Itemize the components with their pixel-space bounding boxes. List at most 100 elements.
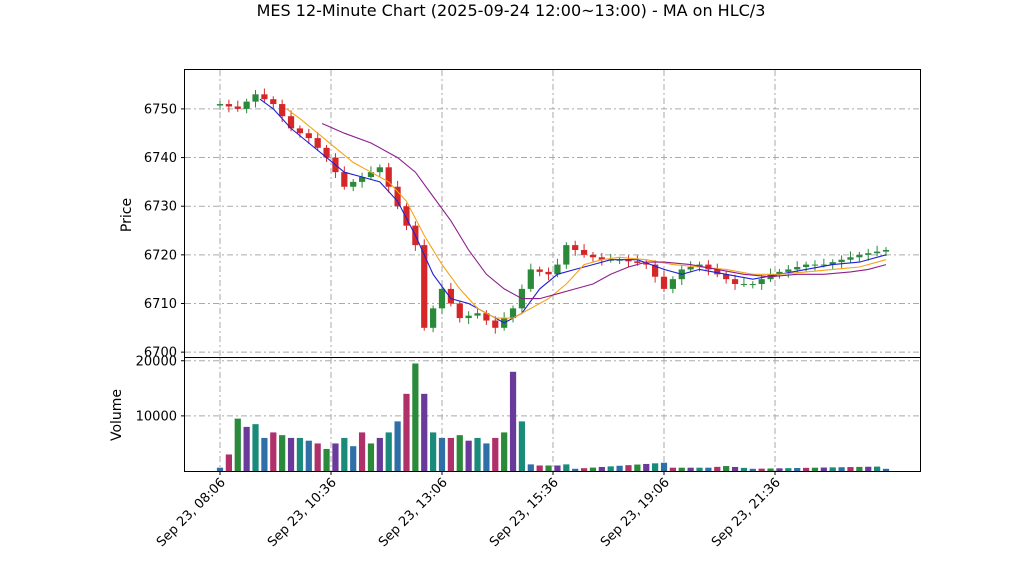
volume-bar — [820, 467, 827, 471]
candle-body — [598, 257, 605, 260]
volume-tick-label: 10000 — [136, 409, 177, 424]
candle-body — [279, 104, 286, 117]
candle-body — [527, 269, 534, 289]
candle-body — [811, 264, 819, 266]
candle-body — [287, 116, 295, 129]
volume-bar — [829, 467, 836, 471]
price-tick-label: 6730 — [144, 200, 177, 215]
volume-bar — [403, 393, 410, 471]
volume-bar — [367, 443, 375, 471]
candle-body — [731, 279, 739, 285]
volume-bar — [394, 421, 401, 471]
volume-axis-ticks: 10000 20000 — [136, 354, 185, 424]
volume-bar — [279, 435, 286, 471]
volume-bar — [483, 443, 490, 471]
volume-bar — [456, 435, 463, 471]
price-grid — [185, 70, 920, 357]
candle-body — [509, 308, 517, 319]
volume-bar — [865, 466, 872, 471]
candle-body — [234, 106, 241, 109]
candle-body — [856, 254, 863, 258]
volume-bar — [749, 468, 756, 471]
x-tick-label: Sep 23, 15:36 — [487, 475, 562, 550]
candle-body — [785, 269, 792, 272]
volume-bar — [438, 437, 446, 471]
volume-bar — [847, 467, 854, 471]
price-axis-title: Price — [119, 198, 135, 232]
volume-bar — [794, 468, 801, 471]
moving-average-line — [259, 98, 887, 324]
candle-body — [394, 186, 401, 207]
moving-average-line — [321, 122, 887, 300]
volume-bar — [687, 467, 694, 471]
candle-body — [323, 147, 330, 158]
volume-bar — [216, 467, 224, 471]
volume-bar — [421, 393, 428, 471]
volume-tick-label: 20000 — [136, 354, 177, 369]
x-tick-label: Sep 23, 10:36 — [265, 475, 340, 550]
volume-bar — [714, 466, 721, 471]
volume-bar — [882, 468, 890, 471]
candle-body — [438, 288, 446, 309]
candle-body — [554, 264, 561, 275]
price-axis-ticks: 6700 6710 6720 6730 6740 6750 — [144, 102, 185, 361]
candle-body — [545, 271, 552, 275]
volume-bar — [536, 465, 543, 471]
candle-body — [776, 271, 783, 275]
volume-bar — [705, 467, 712, 471]
volume-bars — [216, 363, 890, 471]
candle-body — [669, 279, 676, 289]
candle-body — [687, 267, 694, 270]
price-tick-label: 6740 — [144, 151, 177, 166]
volume-bar — [518, 421, 526, 471]
candle-body — [536, 269, 543, 272]
candle-body — [660, 276, 668, 289]
volume-bar — [643, 463, 650, 471]
volume-axis-title: Volume — [109, 389, 125, 441]
candle-body — [705, 264, 712, 270]
candle-body — [225, 104, 232, 107]
candle-body — [847, 257, 854, 260]
volume-bar — [758, 468, 765, 471]
candle-body — [740, 284, 748, 286]
moving-average-line — [286, 108, 887, 319]
volume-grid — [185, 358, 920, 471]
candle-body — [794, 267, 801, 270]
candle-body — [652, 264, 659, 277]
volume-bar — [678, 467, 685, 471]
price-tick-label: 6710 — [144, 297, 177, 312]
volume-bar — [660, 462, 668, 471]
volume-bar — [305, 440, 312, 471]
candle-body — [474, 313, 481, 316]
candle-body — [749, 284, 756, 286]
volume-bar — [545, 465, 552, 471]
candle-body — [563, 245, 570, 265]
candle-body — [714, 269, 721, 275]
volume-bar — [652, 463, 659, 471]
candle-body — [447, 288, 454, 304]
volume-bar — [723, 466, 730, 471]
candle-body — [838, 259, 845, 263]
volume-bar — [554, 465, 561, 471]
volume-bar — [412, 363, 419, 471]
candle-body — [403, 206, 410, 226]
candle-body — [430, 308, 437, 328]
candle-body — [483, 313, 490, 321]
x-axis-ticks: Sep 23, 08:06 Sep 23, 10:36 Sep 23, 13:06 S… — [154, 471, 784, 550]
candle-body — [829, 262, 836, 265]
volume-bar — [225, 454, 232, 471]
volume-bar — [296, 437, 304, 471]
volume-bar — [696, 467, 703, 471]
volume-bar — [243, 426, 250, 471]
candle-body — [350, 181, 357, 187]
volume-bar — [501, 432, 508, 471]
volume-bar — [314, 443, 321, 471]
volume-bar — [234, 418, 241, 471]
volume-bar — [634, 464, 641, 471]
candle-body — [865, 253, 872, 255]
candle-body — [385, 167, 392, 187]
volume-bar — [358, 432, 366, 471]
candle-body — [882, 249, 890, 252]
volume-bar — [616, 465, 623, 471]
